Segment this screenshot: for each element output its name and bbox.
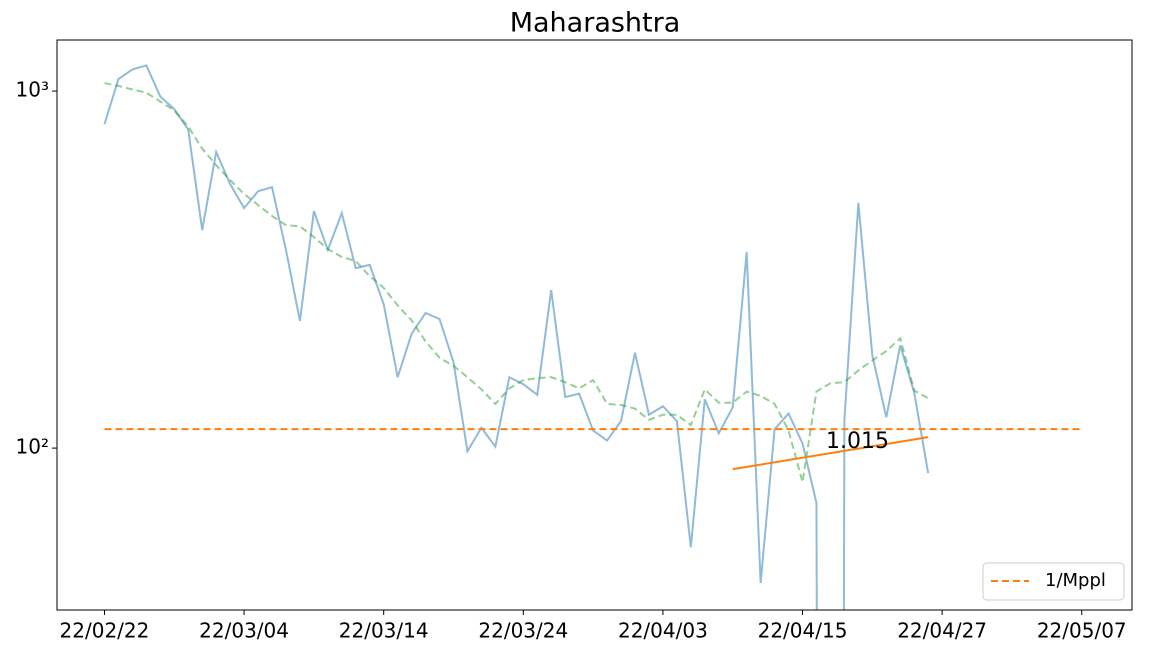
- legend: 1/Mppl: [982, 562, 1125, 601]
- y-tick-label: 10³: [16, 78, 49, 102]
- annotation: 1.015: [826, 429, 889, 454]
- x-tick-label: 22/03/04: [199, 619, 289, 643]
- legend-label: 1/Mppl: [1045, 570, 1106, 591]
- plot-area: [103, 64, 1082, 610]
- series-line: [103, 64, 930, 610]
- x-tick-label: 22/04/15: [758, 619, 848, 643]
- plot-frame: [56, 39, 1133, 611]
- x-tick-label: 22/04/03: [618, 619, 708, 643]
- series-line: [732, 436, 929, 471]
- x-tick-label: 22/03/24: [478, 619, 568, 643]
- y-tick-label: 10²: [16, 435, 49, 459]
- series-line: [104, 82, 929, 483]
- chart-title: Maharashtra: [510, 8, 681, 39]
- x-tick-label: 22/02/22: [60, 619, 150, 643]
- x-tick-label: 22/04/27: [897, 619, 987, 643]
- x-tick-label: 22/03/14: [339, 619, 429, 643]
- legend-box: [982, 562, 1125, 601]
- x-tick-label: 22/05/07: [1037, 619, 1127, 643]
